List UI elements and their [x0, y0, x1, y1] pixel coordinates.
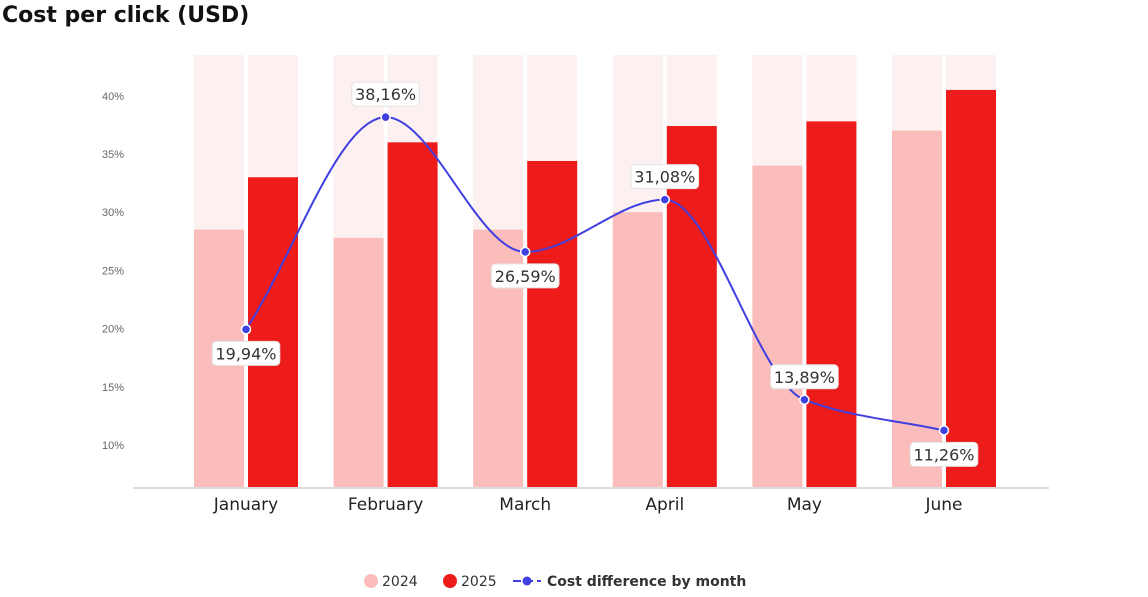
line-point	[799, 394, 810, 406]
data-label: 31,08%	[634, 168, 695, 187]
bar-2025	[387, 142, 438, 487]
bar-2025	[527, 160, 578, 487]
data-label-box	[770, 364, 839, 390]
bar-2024	[612, 212, 663, 487]
legend-label-cost-difference[interactable]: Cost difference by month	[547, 574, 746, 590]
line-series	[240, 111, 950, 436]
line-point	[938, 425, 950, 436]
data-label: 13,89%	[774, 368, 835, 387]
x-tick-label: January	[213, 495, 278, 515]
x-tick-label: February	[348, 495, 423, 515]
chart-title: Cost per click (USD)	[2, 3, 250, 28]
data-label-box	[351, 81, 420, 107]
x-tick-label: May	[787, 495, 822, 515]
data-label: 26,59%	[495, 267, 556, 286]
bar-2025	[946, 89, 996, 487]
line-point	[380, 111, 391, 123]
x-tick-label: April	[645, 495, 684, 515]
bar-2024	[892, 130, 942, 488]
bar-2024	[752, 165, 803, 488]
line-point	[240, 324, 252, 335]
y-tick-label: 35%	[102, 149, 124, 161]
data-label-box	[211, 340, 281, 366]
data-label-box	[630, 164, 700, 190]
y-tick-label: 10%	[102, 440, 124, 452]
background-bars	[194, 55, 996, 487]
y-tick-label: 25%	[102, 265, 124, 277]
data-label: 11,26%	[913, 445, 974, 464]
legend-label-2025[interactable]: 2025	[461, 574, 497, 590]
legend-marker-2024	[364, 574, 378, 588]
x-tick-label: June	[924, 495, 962, 515]
line-point	[659, 194, 671, 205]
y-tick-label: 15%	[102, 382, 124, 394]
y-tick-label: 20%	[102, 324, 124, 336]
legend-label-2024[interactable]: 2024	[382, 574, 418, 590]
data-labels: 19,94% 38,16% 26,59% 31,08% 13,89% 11,26%	[211, 81, 979, 467]
y-tick-label: 40%	[102, 91, 124, 103]
legend[interactable]: 2024 2025 Cost difference by month	[364, 574, 746, 590]
bar-series	[194, 89, 996, 488]
y-axis: 10% 15% 20% 25% 30% 35% 40%	[102, 91, 124, 452]
legend-marker-point	[522, 576, 532, 586]
x-axis: January February March April May June	[213, 495, 963, 515]
bar-2025	[806, 121, 857, 487]
data-label: 19,94%	[215, 344, 276, 363]
bar-2025	[248, 177, 298, 487]
x-tick-label: March	[499, 495, 551, 515]
data-label-box	[490, 263, 560, 289]
data-label: 38,16%	[355, 85, 416, 104]
y-tick-label: 30%	[102, 207, 124, 219]
line-point	[519, 246, 531, 258]
legend-marker-2025	[443, 574, 457, 588]
bar-2024	[333, 237, 384, 487]
data-label-box	[909, 441, 979, 467]
